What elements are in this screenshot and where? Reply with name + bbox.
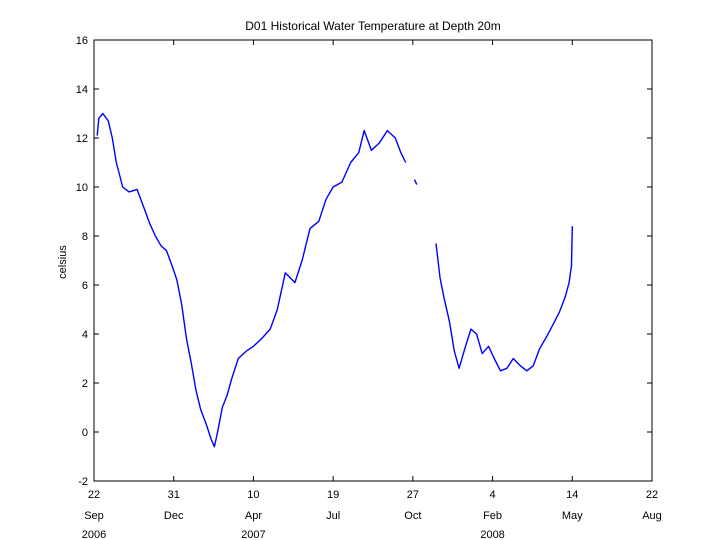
x-tick-day-label: 14 <box>566 489 578 501</box>
x-tick-day-label: 27 <box>407 489 419 501</box>
y-tick-label: -2 <box>78 476 88 488</box>
x-tick-day-label: 22 <box>88 489 100 501</box>
y-axis-label: celsius <box>57 245 69 279</box>
y-tick-label: 16 <box>76 35 88 47</box>
y-tick-label: 10 <box>76 182 88 194</box>
chart-title: D01 Historical Water Temperature at Dept… <box>245 19 500 33</box>
temperature-series-line <box>435 226 573 372</box>
x-tick-day-label: 31 <box>168 489 180 501</box>
x-tick-month-label: Jul <box>326 510 340 522</box>
data-series <box>96 112 573 448</box>
x-tick-month-label: May <box>562 510 583 522</box>
y-axis: -2 0 2 4 6 8 10 12 14 16 <box>76 35 652 488</box>
plot-frame <box>93 39 653 482</box>
x-tick-month-label: Sep <box>84 510 104 522</box>
temperature-series-line <box>413 179 418 185</box>
x-axis: 22 Sep 2006 31 Dec 10 Apr 2007 19 Jul 27 Oct 4 Feb 200… <box>82 40 662 540</box>
x-tick-month-label: Dec <box>164 510 184 522</box>
y-tick-label: 0 <box>82 427 88 439</box>
x-tick-month-label: Aug <box>642 510 662 522</box>
x-tick-day-label: 10 <box>247 489 259 501</box>
x-tick-year-label: 2006 <box>82 529 106 540</box>
y-tick-label: 14 <box>76 84 88 96</box>
y-tick-label: 2 <box>82 378 88 390</box>
y-tick-label: 6 <box>82 280 88 292</box>
y-tick-label: 4 <box>82 329 88 341</box>
x-tick-month-label: Feb <box>483 510 502 522</box>
x-tick-month-label: Oct <box>404 510 421 522</box>
x-tick-day-label: 4 <box>490 489 496 501</box>
x-tick-year-label: 2007 <box>241 529 265 540</box>
x-tick-month-label: Apr <box>245 510 262 522</box>
x-tick-year-label: 2008 <box>480 529 504 540</box>
x-tick-day-label: 22 <box>646 489 658 501</box>
y-tick-label: 8 <box>82 231 88 243</box>
temperature-series-line <box>96 112 407 448</box>
y-tick-label: 12 <box>76 133 88 145</box>
x-tick-day-label: 19 <box>327 489 339 501</box>
